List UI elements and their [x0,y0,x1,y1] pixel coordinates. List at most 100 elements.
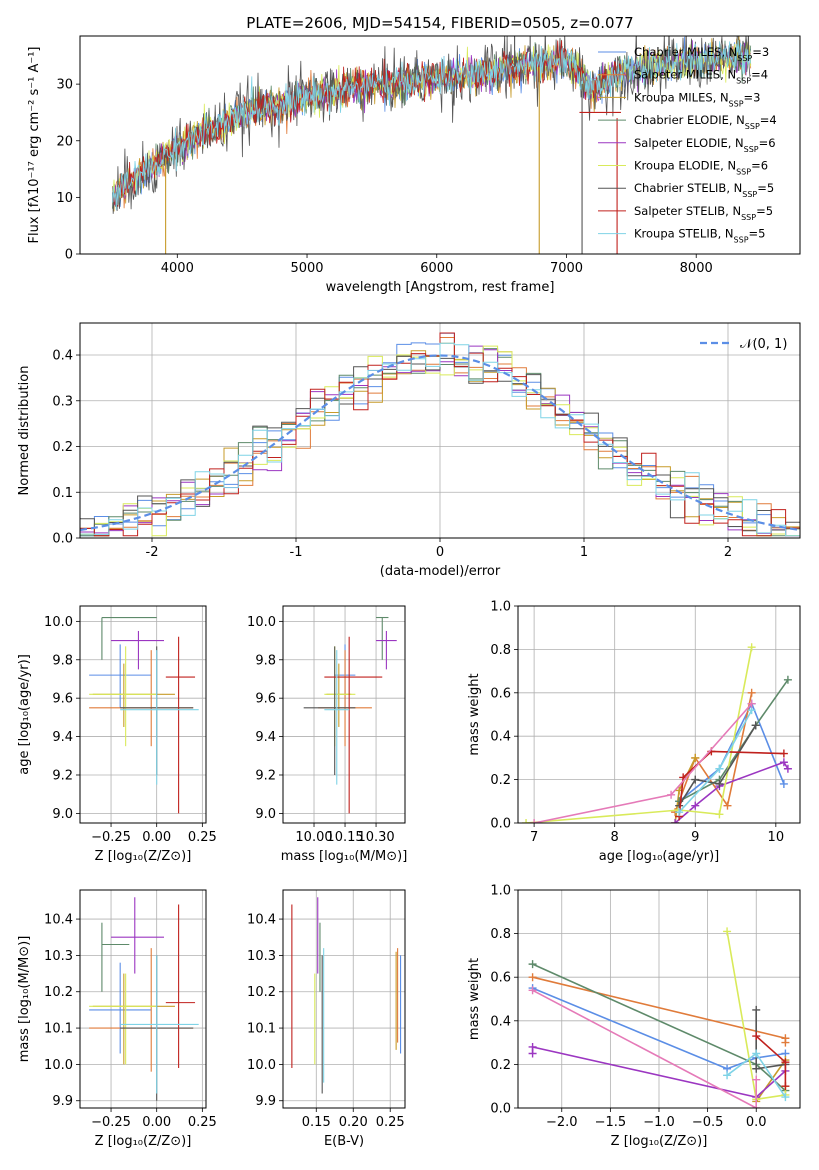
y-tick-label: 0.0 [490,1102,511,1117]
weight-marker [781,1093,790,1102]
x-tick-label: −0.25 [91,830,131,845]
weight-marker [752,1075,761,1084]
weight-marker [747,699,756,708]
legend-entry: Salpeter ELODIE, NSSP=6 [634,136,776,154]
y-tick-label: 10.4 [247,913,276,928]
y-tick-label: 0.3 [52,394,73,409]
legend-entry: Kroupa ELODIE, NSSP=6 [634,159,768,177]
x-axis-label: E(B-V) [324,1134,364,1149]
x-tick-label: 0 [436,545,444,560]
chart-mass-vs-Z: −0.25 0.00 0.25 9.9 10.0 10.1 10.2 10.3 10.4 Z [l… [17,889,217,1149]
x-tick-label: 6000 [420,261,453,276]
chart-residuals: -2 -1 0 1 2 0.0 0.1 0.2 0.3 0.4 (data-model)/error… [17,322,801,579]
weight-marker [783,675,792,684]
x-tick-label: 10.15 [326,830,363,845]
y-tick-label: 0.4 [490,1014,511,1029]
plot-area [518,606,800,823]
axes-frame [282,889,406,1109]
weight-marker [723,1071,732,1080]
weight-marker [671,819,680,823]
axes-frame [517,889,801,1109]
chart-weight-vs-age: 7 8 9 10 0.0 0.2 0.4 0.6 0.8 1.0 age [log₁₀(age/yr… [467,600,801,864]
x-tick-label: 2 [724,545,732,560]
weight-marker [779,758,788,767]
axes-frame [79,35,801,255]
legend-entry: Chabrier ELODIE, NSSP=4 [634,113,777,131]
x-axis-label: (data-model)/error [380,564,501,579]
y-tick-label: 9.6 [255,692,276,707]
weight-marker [715,764,724,773]
plot-area [518,890,800,1108]
x-tick-label: -1 [290,545,303,560]
axes-frame [282,605,406,824]
plot-area [283,606,405,823]
weight-marker [528,986,537,995]
plot-area [80,890,206,1108]
normal-curve [80,354,800,532]
weight-marker [747,688,756,697]
x-tick-label: 0.00 [142,1115,171,1130]
y-tick-label: 9.8 [255,653,276,668]
plot-area [112,36,752,254]
y-tick-label: 10.3 [247,949,276,964]
y-tick-label: 9.0 [255,807,276,822]
y-tick-label: 1.0 [490,600,511,615]
y-tick-label: 30 [56,78,73,93]
weight-marker [783,764,792,773]
y-axis-label: mass [log₁₀(M/M⊙)] [17,936,32,1063]
x-axis-label: age [log₁₀(age/yr)] [599,849,720,864]
weight-marker [528,960,537,969]
weight-line [532,987,786,1070]
figure-title: PLATE=2606, MJD=54154, FIBERID=0505, z=0… [246,14,633,32]
weight-marker [752,1064,761,1073]
plot-area [80,606,206,823]
y-tick-label: 10.0 [247,1058,276,1073]
weight-marker [779,749,788,758]
y-axis-label: Flux [fλ10⁻¹⁷ erg cm⁻² s⁻¹ A⁻¹] [27,47,42,244]
legend-entry: Chabrier MILES, NSSP=3 [634,45,769,63]
weight-marker [528,1042,537,1051]
x-tick-label: 0.25 [188,830,217,845]
weight-line [526,647,753,823]
y-tick-label: 9.4 [255,730,276,745]
weight-line [533,703,753,823]
y-tick-label: 10.4 [44,913,73,928]
x-tick-label: −1.0 [643,1115,675,1130]
y-tick-label: 9.9 [52,1094,73,1109]
y-tick-label: 10.2 [44,985,73,1000]
legend: Chabrier MILES, NSSP=3 Salpeter MILES, NS… [598,45,777,244]
y-tick-label: 0 [65,248,73,263]
x-axis-label: Z [log₁₀(Z/Z⊙)] [95,1134,192,1149]
spectrum-line [112,40,752,211]
legend-entry: Kroupa STELIB, NSSP=5 [634,227,765,245]
y-axis-label: mass weight [467,958,482,1040]
y-tick-label: 0.0 [52,532,73,547]
spectrum-line [112,36,751,214]
y-axis-label: Normed distribution [17,366,32,496]
x-axis-label: Z [log₁₀(Z/Z⊙)] [95,849,192,864]
x-tick-label: −1.5 [595,1115,627,1130]
x-tick-label: 1 [580,545,588,560]
weight-marker [779,779,788,788]
weight-line [678,701,785,802]
histogram-steps [80,345,800,537]
x-tick-label: 0.15 [302,1115,331,1130]
x-tick-label: 0.00 [142,830,171,845]
y-tick-label: 9.8 [52,653,73,668]
x-tick-label: −2.0 [546,1115,578,1130]
weight-marker [667,790,676,799]
weight-marker [752,1032,761,1041]
weight-marker [522,819,531,823]
y-tick-label: 0.1 [52,486,73,501]
y-tick-label: 1.0 [490,884,511,899]
y-tick-label: 10.1 [247,1022,276,1037]
legend-entry: Salpeter STELIB, NSSP=5 [634,204,773,222]
y-tick-label: 0.0 [490,817,511,832]
weight-marker [691,801,700,810]
x-tick-label: 7000 [550,261,583,276]
chart-age-vs-Z: −0.25 0.00 0.25 9.0 9.2 9.4 9.6 9.8 10.0 Z [log₁₀… [17,605,217,864]
legend-entry: Salpeter MILES, NSSP=4 [634,68,768,86]
x-tick-label: 7 [530,830,538,845]
chart-spectrum: 4000 5000 6000 7000 8000 0 10 20 30 wavelength [A… [27,35,801,295]
